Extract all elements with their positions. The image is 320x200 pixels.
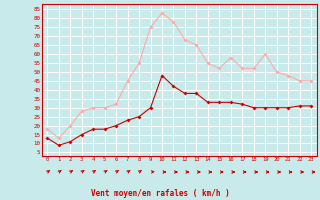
Text: Vent moyen/en rafales ( km/h ): Vent moyen/en rafales ( km/h ) xyxy=(91,189,229,198)
